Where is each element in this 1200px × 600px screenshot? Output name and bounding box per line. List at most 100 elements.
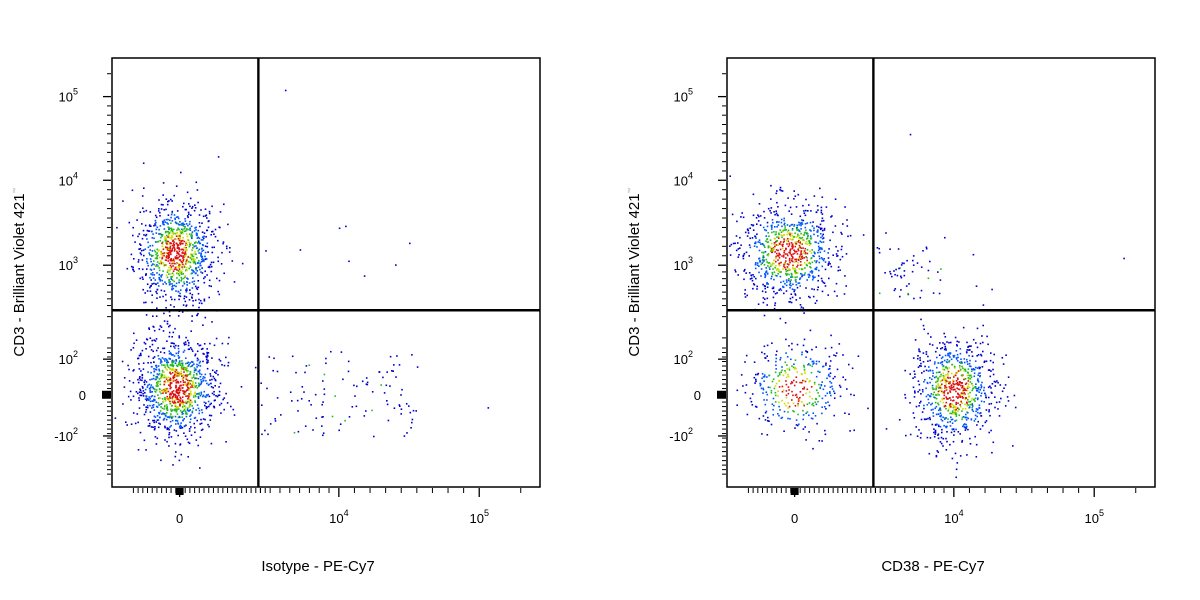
event-dot [185,242,187,245]
event-dot [193,260,196,263]
event-dot [920,365,922,367]
event-dot [172,368,174,370]
event-dot [796,266,798,268]
event-dot [176,272,179,274]
event-dot [197,397,200,399]
event-dot [932,388,934,391]
event-dot [178,392,181,394]
event-dot [801,268,803,271]
event-dot [186,371,188,373]
event-dot [795,281,797,283]
event-dot [184,274,187,277]
event-dot [801,236,804,239]
event-dot [219,226,221,229]
event-dot [799,257,802,259]
event-dot [191,405,193,407]
event-dot [781,247,784,250]
event-dot [788,257,791,260]
event-dot [815,403,818,406]
event-dot [176,252,178,255]
event-dot [793,261,796,263]
event-dot [967,411,969,414]
event-dot [912,264,915,266]
event-dot [169,393,171,396]
event-dot [186,228,189,231]
event-dot [800,219,803,221]
event-dot [163,320,166,322]
event-dot [189,403,192,406]
event-dot [980,400,983,403]
event-dot [344,419,346,422]
event-dot [225,392,227,395]
event-dot [946,431,948,433]
event-dot [766,355,768,357]
event-dot [171,229,173,231]
event-dot [188,395,191,397]
event-dot [143,341,146,344]
event-dot [994,396,996,398]
event-dot [806,403,809,405]
event-dot [387,419,390,422]
event-dot [821,258,824,260]
event-dot [142,395,145,397]
event-dot [909,373,911,375]
event-dot [780,271,782,273]
event-dot [170,268,172,270]
event-dot [206,274,208,276]
event-dot [735,235,738,237]
event-dot [779,358,781,361]
event-dot [777,236,780,238]
event-dot [169,395,171,398]
event-dot [189,421,191,423]
event-dot [179,271,181,274]
event-dot [142,249,145,251]
event-dot [828,248,830,250]
event-dot [170,382,173,384]
event-dot [196,350,199,353]
event-dot [820,236,822,239]
event-dot [205,214,208,216]
event-dot [923,328,925,331]
event-dot [776,201,778,204]
event-dot [137,357,140,360]
event-dot [184,244,187,247]
event-dot [171,272,174,275]
event-dot [951,418,954,421]
event-dot [171,249,173,252]
event-dot [965,419,968,421]
event-dot [187,278,189,280]
event-dot [154,416,157,418]
event-dot [750,224,753,226]
event-dot [149,286,151,289]
event-dot [188,241,191,244]
event-dot [776,254,779,257]
event-dot [182,403,185,406]
event-dot [191,287,194,289]
event-dot [967,383,970,385]
event-dot [998,415,1001,417]
event-dot [764,419,767,421]
event-dot [773,231,775,233]
event-dot [920,418,923,421]
event-dot [771,342,773,344]
event-dot [174,217,176,220]
event-dot [187,456,189,458]
event-dot [941,383,943,386]
event-dot [763,264,766,266]
event-dot [386,403,389,406]
event-dot [975,383,977,385]
event-dot [759,261,761,263]
event-dot [174,415,177,418]
event-dot [932,415,935,417]
event-dot [950,431,953,434]
event-dot [157,402,159,404]
event-dot [191,410,194,412]
event-dot [821,397,824,400]
x-tick-label: 0 [791,511,798,526]
event-dot [830,382,833,384]
event-dot [937,384,940,387]
event-dot [811,278,814,281]
event-dot [148,252,150,254]
event-dot [186,269,188,272]
event-dot [792,366,795,369]
